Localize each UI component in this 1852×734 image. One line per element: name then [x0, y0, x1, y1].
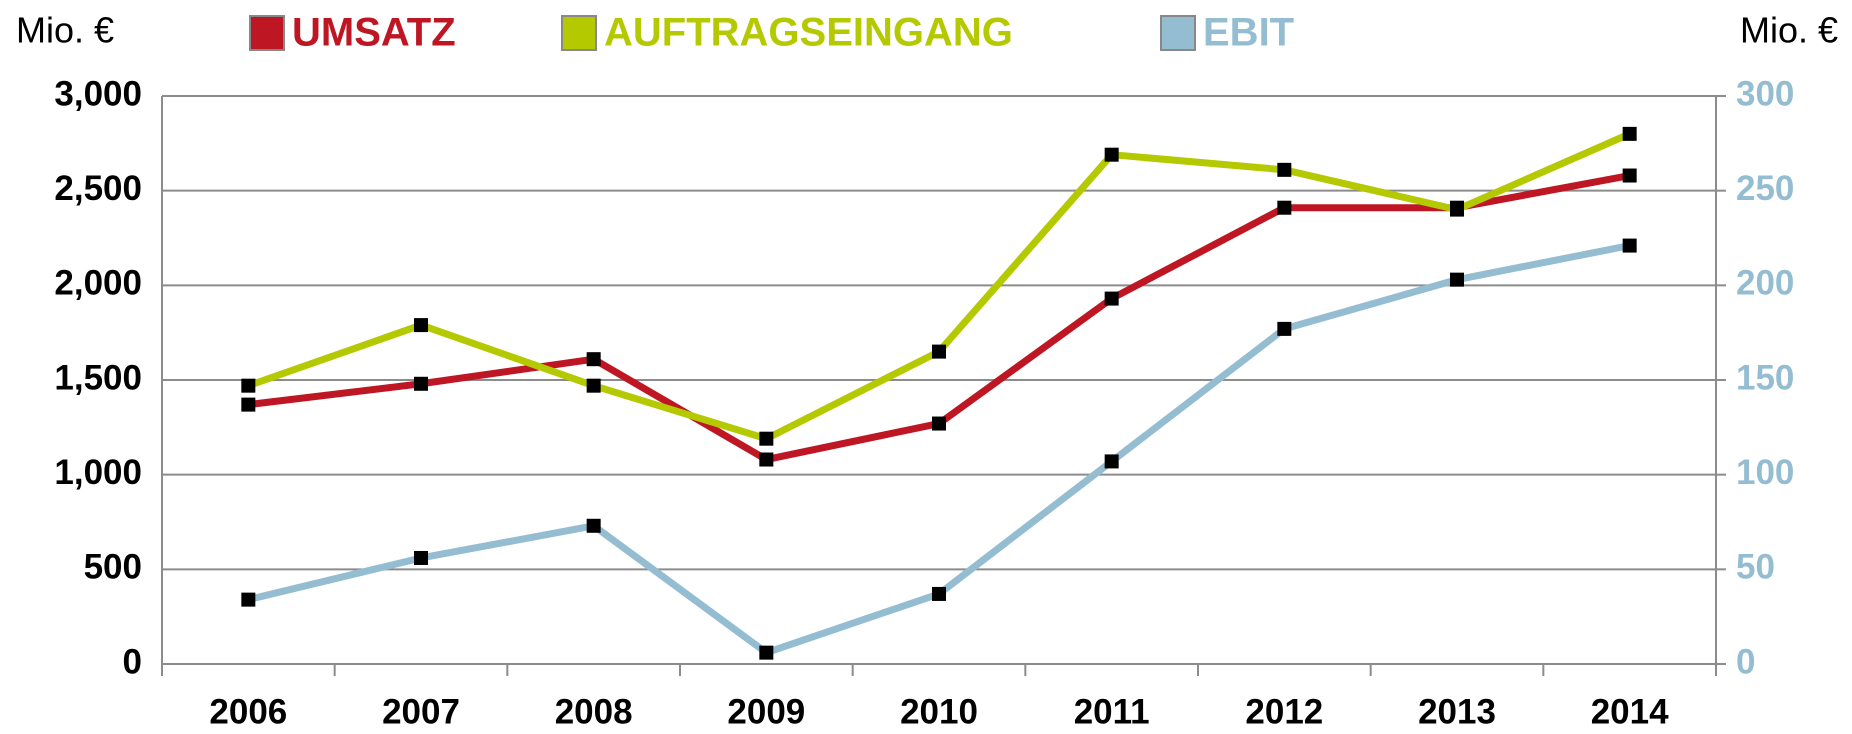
y2-tick-label: 0 [1736, 642, 1755, 681]
point-marker [1104, 147, 1119, 162]
y2-tick-label: 150 [1736, 358, 1794, 397]
x-tick-label: 2007 [382, 692, 460, 731]
y2-tick-label: 200 [1736, 264, 1794, 303]
x-tick-label: 2009 [727, 692, 805, 731]
y-unit: Mio. € [16, 10, 114, 51]
point-marker [759, 431, 774, 446]
y-tick-label: 1,500 [54, 358, 142, 397]
point-marker [1277, 321, 1292, 336]
legend-swatch [249, 15, 285, 51]
y-tick-label: 1,000 [54, 453, 142, 492]
legend-label: EBIT [1203, 11, 1294, 55]
point-marker [414, 376, 428, 391]
point-marker [1622, 238, 1637, 253]
x-tick-label: 2008 [555, 692, 633, 731]
legend-swatch [1160, 15, 1196, 51]
point-marker [1622, 126, 1637, 141]
y2-tick-label: 50 [1736, 548, 1775, 587]
point-marker [1450, 202, 1464, 217]
y2-unit: Mio. € [1740, 10, 1838, 51]
x-tick-label: 2006 [209, 692, 287, 731]
point-marker [241, 397, 256, 412]
x-tick-label: 2013 [1418, 692, 1496, 731]
point-marker [414, 550, 428, 565]
legend-label: UMSATZ [292, 11, 456, 55]
point-marker [1104, 291, 1119, 306]
point-marker [1104, 454, 1119, 469]
point-marker [759, 645, 774, 660]
x-tick-label: 2012 [1245, 692, 1323, 731]
point-marker [759, 452, 774, 467]
point-marker [1622, 168, 1637, 183]
point-marker [586, 518, 601, 533]
point-marker [241, 592, 256, 607]
y2-tick-label: 250 [1736, 169, 1794, 208]
point-marker [1277, 162, 1292, 177]
x-tick-label: 2014 [1591, 692, 1669, 731]
y-tick-label: 2,000 [54, 264, 142, 303]
y-tick-label: 500 [84, 548, 142, 587]
x-tick-label: 2011 [1074, 692, 1150, 731]
point-marker [241, 378, 256, 393]
point-marker [932, 344, 946, 359]
point-marker [1277, 200, 1292, 215]
legend-swatch [561, 15, 597, 51]
y-tick-label: 2,500 [54, 169, 142, 208]
legend-label: AUFTRAGSEINGANG [604, 11, 1013, 55]
point-marker [1450, 272, 1464, 287]
y2-tick-label: 300 [1736, 74, 1794, 113]
point-marker [932, 586, 946, 601]
point-marker [586, 378, 601, 393]
y-tick-label: 0 [123, 642, 142, 681]
y-tick-label: 3,000 [54, 74, 142, 113]
point-marker [586, 352, 601, 367]
point-marker [414, 318, 428, 333]
x-tick-label: 2010 [900, 692, 978, 731]
point-marker [932, 416, 946, 431]
y2-tick-label: 100 [1736, 453, 1794, 492]
